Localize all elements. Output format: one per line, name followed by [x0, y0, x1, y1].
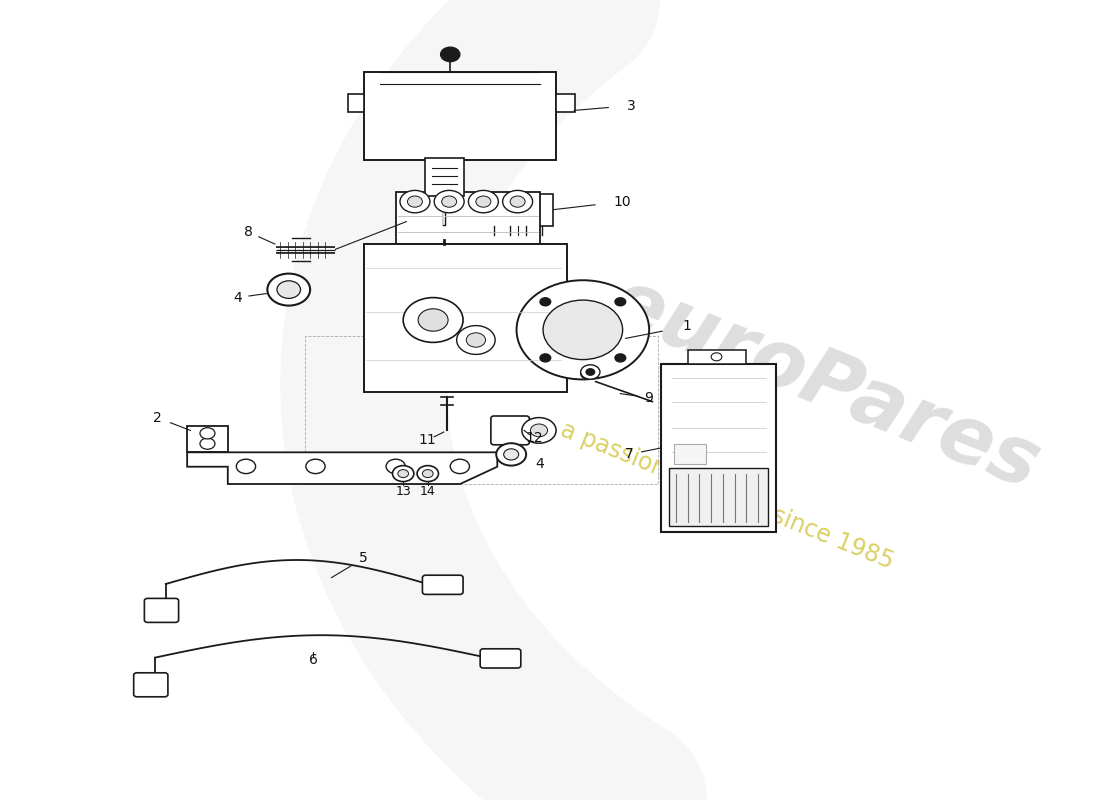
Circle shape: [236, 459, 255, 474]
Circle shape: [404, 298, 463, 342]
Text: 11: 11: [419, 433, 437, 447]
Circle shape: [434, 190, 464, 213]
FancyBboxPatch shape: [187, 426, 228, 452]
Circle shape: [400, 190, 430, 213]
Circle shape: [615, 298, 626, 306]
Polygon shape: [348, 94, 364, 111]
Circle shape: [521, 418, 557, 443]
Circle shape: [200, 438, 214, 450]
Circle shape: [386, 459, 405, 474]
FancyBboxPatch shape: [422, 575, 463, 594]
Text: 6: 6: [309, 653, 318, 667]
FancyBboxPatch shape: [481, 649, 520, 668]
Circle shape: [543, 300, 623, 359]
Circle shape: [277, 281, 300, 298]
Polygon shape: [187, 452, 497, 484]
FancyBboxPatch shape: [483, 194, 553, 226]
FancyBboxPatch shape: [670, 468, 768, 526]
Text: 4: 4: [233, 290, 242, 305]
Circle shape: [441, 47, 460, 62]
Text: euroPares: euroPares: [597, 262, 1050, 506]
Circle shape: [200, 428, 214, 439]
Circle shape: [407, 196, 422, 207]
Circle shape: [586, 369, 595, 375]
Circle shape: [476, 196, 491, 207]
FancyBboxPatch shape: [364, 72, 557, 160]
Text: a passion for parts since 1985: a passion for parts since 1985: [558, 418, 898, 574]
Circle shape: [712, 353, 722, 361]
FancyBboxPatch shape: [426, 158, 464, 196]
FancyBboxPatch shape: [396, 192, 540, 244]
Circle shape: [469, 190, 498, 213]
Circle shape: [504, 449, 519, 460]
Circle shape: [466, 333, 485, 347]
Circle shape: [450, 459, 470, 474]
Circle shape: [306, 459, 326, 474]
Circle shape: [530, 424, 548, 437]
FancyBboxPatch shape: [688, 350, 747, 364]
Circle shape: [581, 365, 600, 379]
Text: 2: 2: [153, 410, 162, 425]
Text: 13: 13: [395, 485, 411, 498]
FancyBboxPatch shape: [364, 244, 566, 392]
Text: 12: 12: [526, 431, 543, 446]
FancyBboxPatch shape: [134, 673, 168, 697]
Circle shape: [581, 368, 596, 379]
Circle shape: [398, 470, 408, 478]
FancyBboxPatch shape: [661, 364, 777, 532]
Circle shape: [517, 280, 649, 379]
Polygon shape: [557, 94, 575, 111]
Circle shape: [422, 470, 433, 478]
Text: 14: 14: [420, 485, 436, 498]
Circle shape: [540, 298, 551, 306]
Circle shape: [418, 309, 448, 331]
FancyBboxPatch shape: [491, 416, 529, 445]
Circle shape: [456, 326, 495, 354]
Text: 10: 10: [614, 194, 631, 209]
Circle shape: [417, 466, 439, 482]
Text: 8: 8: [244, 225, 253, 239]
Text: 4: 4: [536, 457, 544, 471]
Circle shape: [615, 354, 626, 362]
Text: 3: 3: [627, 98, 636, 113]
Circle shape: [442, 196, 456, 207]
Text: 1: 1: [682, 319, 691, 334]
FancyBboxPatch shape: [673, 444, 706, 464]
Text: 7: 7: [625, 447, 634, 462]
Circle shape: [503, 190, 532, 213]
Text: 5: 5: [360, 551, 368, 566]
Circle shape: [510, 196, 525, 207]
Circle shape: [393, 466, 414, 482]
Text: 9: 9: [644, 390, 652, 405]
Circle shape: [496, 443, 526, 466]
FancyBboxPatch shape: [144, 598, 178, 622]
Circle shape: [540, 354, 551, 362]
Circle shape: [267, 274, 310, 306]
